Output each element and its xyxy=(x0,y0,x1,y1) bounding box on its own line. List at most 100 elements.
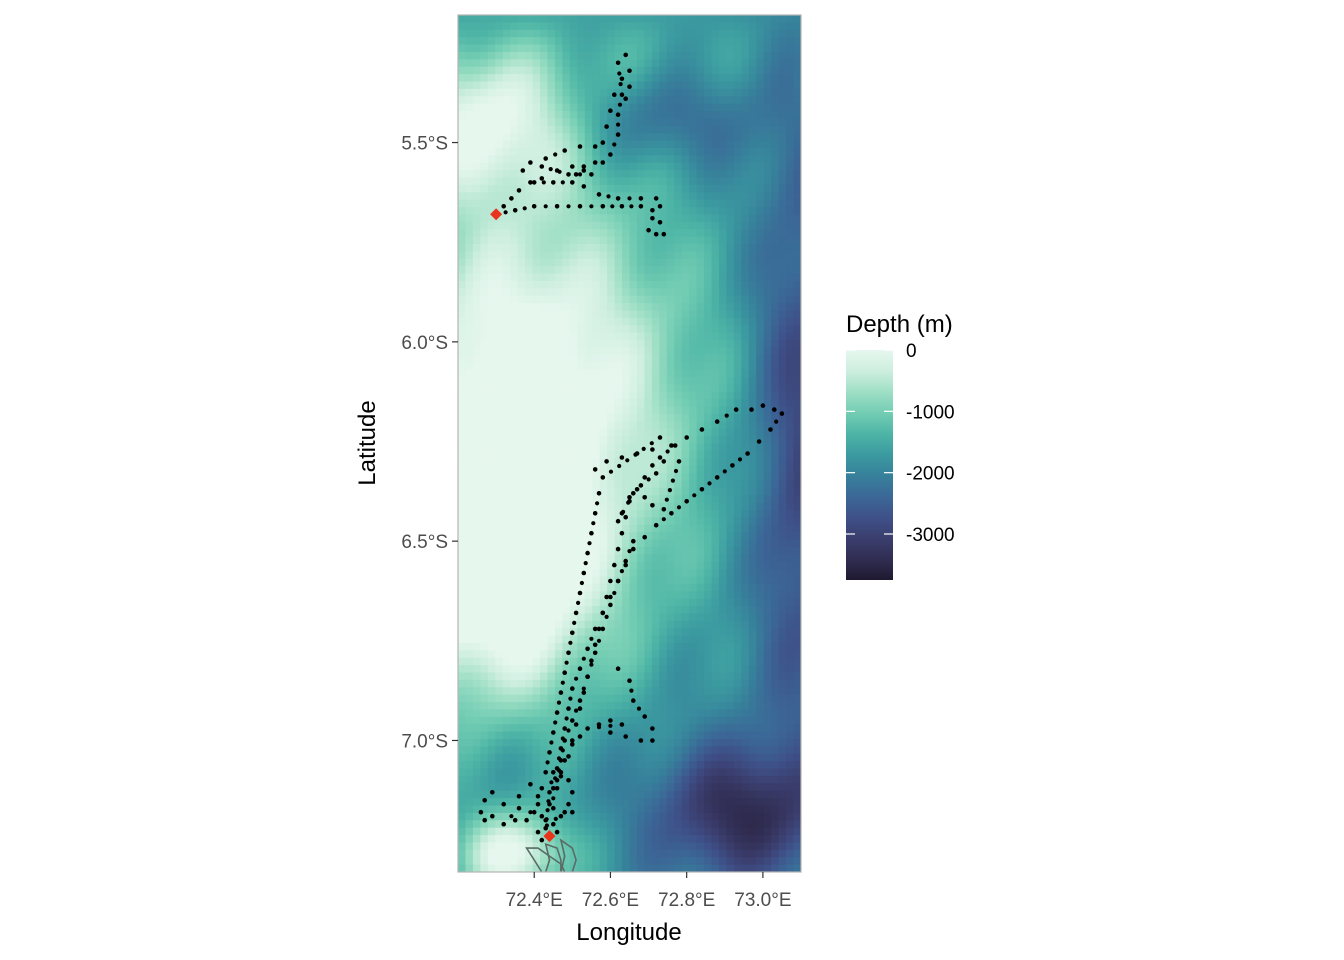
track-point xyxy=(661,517,666,522)
track-point xyxy=(673,468,679,474)
track-point xyxy=(577,698,583,703)
track-point xyxy=(619,92,625,97)
track-point xyxy=(714,475,720,480)
track-point xyxy=(503,210,508,215)
track-point xyxy=(539,786,545,791)
track-point xyxy=(562,738,567,743)
track-point xyxy=(615,518,621,524)
track-point xyxy=(528,160,533,165)
track-point xyxy=(672,443,678,448)
track-point xyxy=(560,680,565,685)
track-point xyxy=(589,662,594,667)
track-point xyxy=(600,475,606,480)
track-point xyxy=(528,810,533,815)
track-point xyxy=(733,407,739,412)
track-point xyxy=(528,180,533,185)
track-point xyxy=(528,782,533,787)
track-point xyxy=(596,626,602,632)
y-axis: 5.5°S 6.0°S 6.5°S 7.0°S xyxy=(401,134,458,752)
track-point xyxy=(699,487,705,492)
track-point xyxy=(756,439,762,444)
track-point xyxy=(707,481,712,486)
track-point xyxy=(570,742,575,747)
track-point xyxy=(556,700,562,705)
depth-legend: Depth (m) 0 -1000 -2000 -3000 xyxy=(846,311,955,580)
track-point xyxy=(551,770,556,775)
track-point xyxy=(577,172,583,177)
track-point xyxy=(570,718,575,723)
track-point xyxy=(535,829,541,835)
track-point xyxy=(615,132,621,137)
track-point xyxy=(589,530,594,536)
track-point xyxy=(669,443,674,448)
track-point xyxy=(653,196,659,201)
track-point xyxy=(737,457,743,462)
track-point xyxy=(482,817,488,823)
track-point xyxy=(670,478,676,483)
track-point xyxy=(619,722,625,727)
depth-contour-line xyxy=(559,838,577,872)
track-point xyxy=(562,148,567,153)
legend-colorbar xyxy=(846,350,893,580)
track-point xyxy=(592,626,598,632)
track-point xyxy=(653,471,659,476)
track-point xyxy=(577,204,583,209)
y-tick-label: 6.5°S xyxy=(401,532,448,553)
track-point xyxy=(551,796,556,801)
track-point xyxy=(560,180,565,185)
track-point xyxy=(566,706,571,711)
track-point xyxy=(745,451,750,456)
track-point xyxy=(636,706,642,711)
track-point xyxy=(512,817,518,823)
track-point xyxy=(615,578,621,584)
track-point xyxy=(581,686,586,691)
track-point xyxy=(564,660,569,665)
track-point xyxy=(616,122,621,127)
track-point xyxy=(774,419,779,424)
x-tick-label: 72.6°E xyxy=(582,890,639,911)
track-point xyxy=(714,419,720,424)
y-tick-label: 5.5°S xyxy=(401,134,448,155)
track-point xyxy=(615,112,621,117)
track-point xyxy=(562,809,567,815)
track-point xyxy=(615,196,621,201)
track-point xyxy=(627,196,632,201)
track-point xyxy=(592,467,598,472)
track-point xyxy=(539,813,545,819)
track-point xyxy=(573,610,579,616)
track-point xyxy=(547,750,552,755)
legend-break-label: -2000 xyxy=(906,464,955,485)
track-point xyxy=(589,636,594,641)
track-point xyxy=(638,483,644,488)
track-point xyxy=(579,580,585,586)
track-point xyxy=(627,68,632,74)
track-point xyxy=(554,204,560,209)
track-point xyxy=(604,594,609,600)
track-point xyxy=(612,562,617,568)
track-point xyxy=(615,666,621,671)
track-point xyxy=(749,407,754,412)
track-point xyxy=(650,738,655,743)
track-point xyxy=(600,610,606,616)
track-point xyxy=(577,734,583,739)
track-point xyxy=(581,184,587,189)
track-point xyxy=(596,491,602,496)
track-point xyxy=(589,658,594,663)
track-point xyxy=(545,808,550,813)
x-axis: 72.4°E 72.6°E 72.8°E 73.0°E xyxy=(506,872,792,911)
x-tick-label: 72.8°E xyxy=(658,890,715,911)
track-point xyxy=(551,821,556,827)
track-point xyxy=(617,463,622,469)
track-point xyxy=(629,688,634,693)
track-point xyxy=(570,630,575,636)
track-point xyxy=(585,550,590,556)
track-point xyxy=(566,728,571,733)
y-axis-title: Latitude xyxy=(354,400,381,485)
track-point xyxy=(524,817,529,823)
x-tick-label: 73.0°E xyxy=(734,890,791,911)
track-point xyxy=(631,546,636,552)
track-point xyxy=(592,160,598,165)
track-point xyxy=(576,600,581,606)
track-point xyxy=(490,790,495,795)
